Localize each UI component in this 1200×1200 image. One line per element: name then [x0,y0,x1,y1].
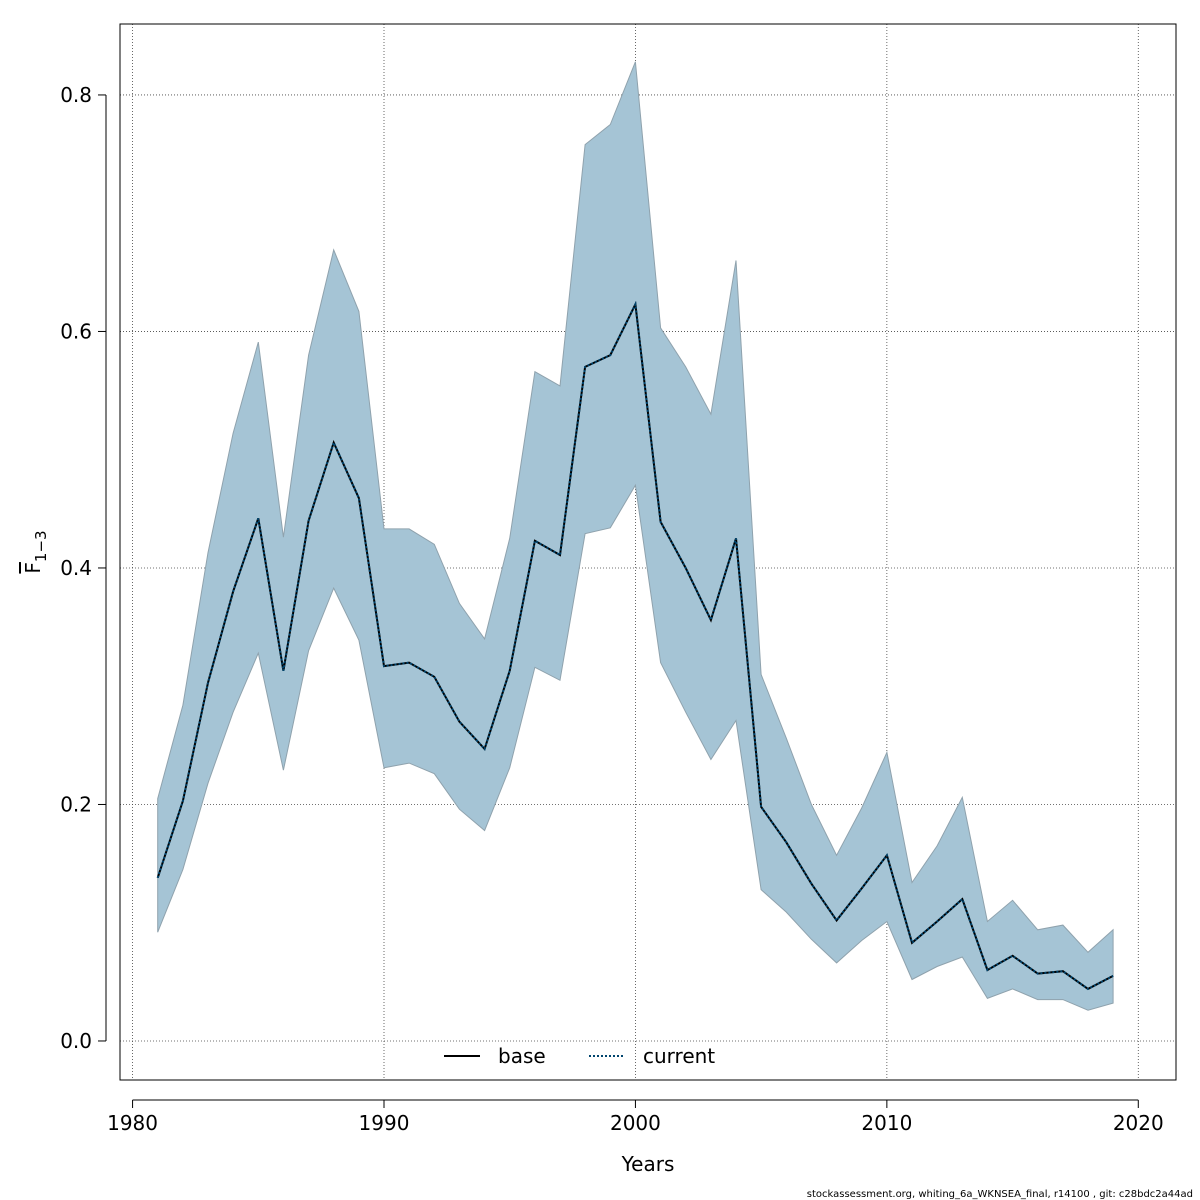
x-tick-label-2020: 2020 [1113,1111,1164,1135]
x-tick-label-2000: 2000 [610,1111,661,1135]
y-tick-label-0: 0.0 [60,1029,92,1053]
x-tick-label-2010: 2010 [861,1111,912,1135]
svg-text:F1−3: F1−3 [21,530,50,573]
y-tick-label-0.6: 0.6 [60,319,92,343]
confidence-band-layer [157,61,1114,1011]
y-tick-label-0.2: 0.2 [60,792,92,816]
x-axis-title: Years [621,1152,675,1176]
axis-layer: 1980 1990 2000 2010 2020 0.0 0.2 0.4 0.6 0.8 [60,83,1164,1135]
plot-frame [119,23,1177,1081]
y-tick-label-0.8: 0.8 [60,83,92,107]
y-tick-label-0.4: 0.4 [60,556,92,580]
series-line-layer [156,300,1114,991]
legend-base-label: base [498,1044,546,1068]
x-tick-label-1990: 1990 [359,1111,410,1135]
series-line-current [156,300,1114,991]
legend: base current [444,1044,715,1068]
x-tick-label-1980: 1980 [107,1111,158,1135]
y-axis-title-main: F [21,562,45,574]
y-axis-title-sub: 1−3 [32,530,50,562]
legend-current-label: current [643,1044,715,1068]
y-axis-title: F1−3 [21,530,50,573]
footer-caption: stockassessment.org, whiting_6a_WKNSEA_f… [807,1189,1193,1200]
confidence-band [157,61,1114,1011]
